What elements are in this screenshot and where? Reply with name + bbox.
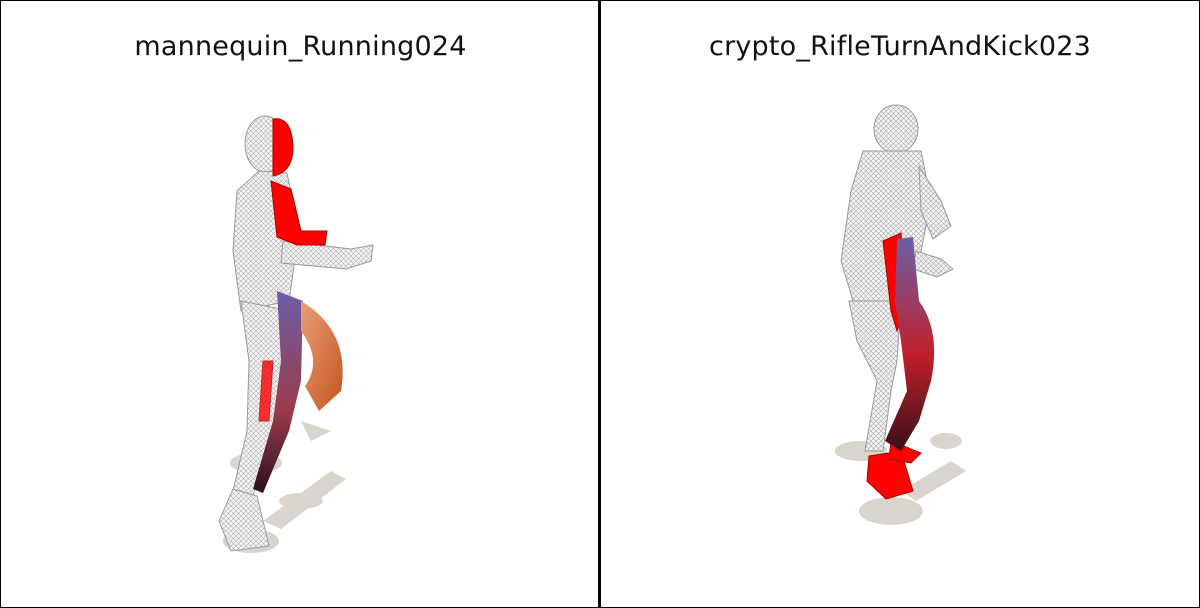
mannequin-highlight-red	[258, 118, 328, 422]
crypto-highlight-leg	[885, 237, 935, 451]
mannequin-highlight-calf	[301, 301, 343, 411]
panel-divider	[598, 0, 600, 608]
viewport-left[interactable]: mannequin_Running024	[0, 0, 600, 608]
mannequin-highlight-leg	[253, 291, 303, 493]
mannequin-render	[218, 115, 374, 553]
viewport-left-title: mannequin_Running024	[134, 31, 467, 62]
viewport-right-title: crypto_RifleTurnAndKick023	[709, 31, 1091, 62]
crypto-render	[835, 104, 966, 525]
viewport-right[interactable]: crypto_RifleTurnAndKick023	[600, 0, 1200, 608]
